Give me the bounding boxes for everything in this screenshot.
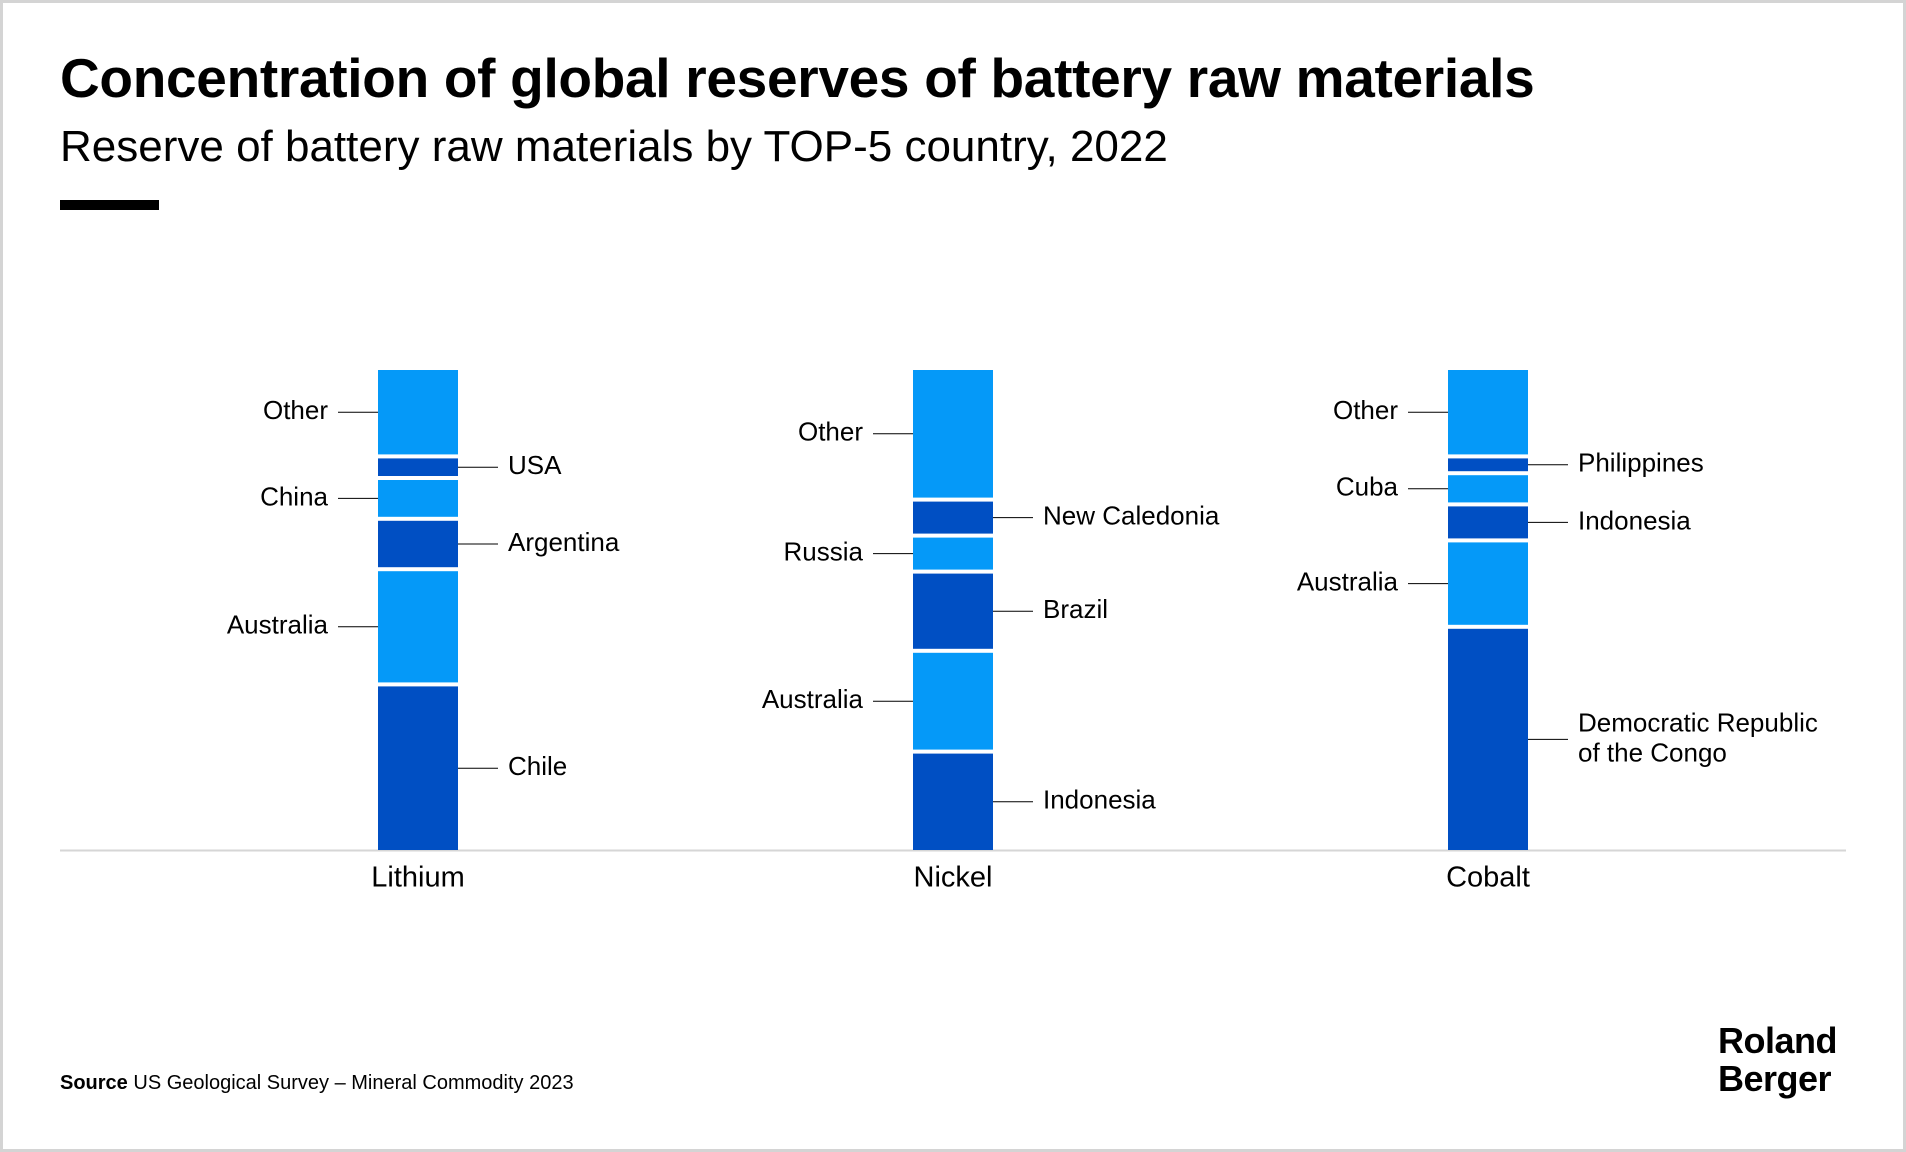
bar-segment-cobalt-other — [1448, 370, 1528, 455]
segment-label-lithium-australia: Australia — [227, 610, 329, 640]
bar-segment-cobalt-cuba — [1448, 475, 1528, 503]
title-accent-bar — [60, 200, 159, 210]
bar-segment-nickel-australia — [913, 652, 993, 750]
bar-segment-nickel-new-caledonia — [913, 501, 993, 534]
bar-segment-lithium-chile — [378, 686, 458, 850]
segment-label-cobalt-other: Other — [1333, 395, 1398, 425]
segment-label-cobalt-australia: Australia — [1297, 566, 1399, 596]
segment-label-cobalt-cuba: Cuba — [1336, 472, 1399, 502]
segment-label-nickel-other: Other — [798, 417, 863, 447]
source-note: Source US Geological Survey – Mineral Co… — [60, 1072, 574, 1095]
x-tick-label-nickel: Nickel — [914, 862, 993, 894]
segment-label-lithium-argentina: Argentina — [508, 527, 620, 557]
segment-label-nickel-new-caledonia: New Caledonia — [1043, 500, 1220, 530]
bar-segment-cobalt-democratic-republic-of-the-congo — [1448, 628, 1528, 850]
bar-segment-nickel-brazil — [913, 573, 993, 649]
segment-label-lithium-usa: USA — [508, 450, 562, 480]
bar-segment-nickel-indonesia — [913, 753, 993, 850]
bar-segment-lithium-usa — [378, 458, 458, 476]
bar-segment-lithium-china — [378, 480, 458, 517]
bar-segment-nickel-russia — [913, 537, 993, 570]
segment-label-cobalt-democratic-republic-of-the-congo: Democratic Republic — [1578, 707, 1818, 737]
source-text: US Geological Survey – Mineral Commodity… — [133, 1072, 574, 1094]
roland-berger-logo: Roland Berger — [1718, 1020, 1838, 1099]
chart-subtitle: Reserve of battery raw materials by TOP-… — [60, 122, 1168, 171]
source-label: Source — [60, 1072, 128, 1094]
logo-line-1: Roland — [1718, 1020, 1838, 1061]
segment-label-lithium-china: China — [260, 481, 328, 511]
segment-label-cobalt-philippines: Philippines — [1578, 448, 1704, 478]
segment-label-lithium-other: Other — [263, 395, 328, 425]
segment-label-nickel-russia: Russia — [784, 536, 864, 566]
segment-label-cobalt-democratic-republic-of-the-congo: of the Congo — [1578, 737, 1727, 767]
logo-line-2: Berger — [1718, 1058, 1832, 1099]
bar-segment-cobalt-australia — [1448, 542, 1528, 625]
segment-label-nickel-brazil: Brazil — [1043, 594, 1108, 624]
segment-label-nickel-indonesia: Indonesia — [1043, 785, 1156, 815]
bar-segment-cobalt-philippines — [1448, 458, 1528, 472]
segment-label-lithium-chile: Chile — [508, 751, 567, 781]
bar-segment-lithium-australia — [378, 571, 458, 683]
segment-label-nickel-australia: Australia — [762, 684, 864, 714]
chart-title: Concentration of global reserves of batt… — [60, 47, 1535, 109]
segment-label-cobalt-indonesia: Indonesia — [1578, 505, 1691, 535]
x-tick-label-cobalt: Cobalt — [1446, 862, 1530, 894]
bar-segment-lithium-other — [378, 370, 458, 455]
x-tick-label-lithium: Lithium — [371, 862, 465, 894]
bar-segment-cobalt-indonesia — [1448, 506, 1528, 539]
bar-segment-nickel-other — [913, 370, 993, 498]
bar-segment-lithium-argentina — [378, 520, 458, 568]
